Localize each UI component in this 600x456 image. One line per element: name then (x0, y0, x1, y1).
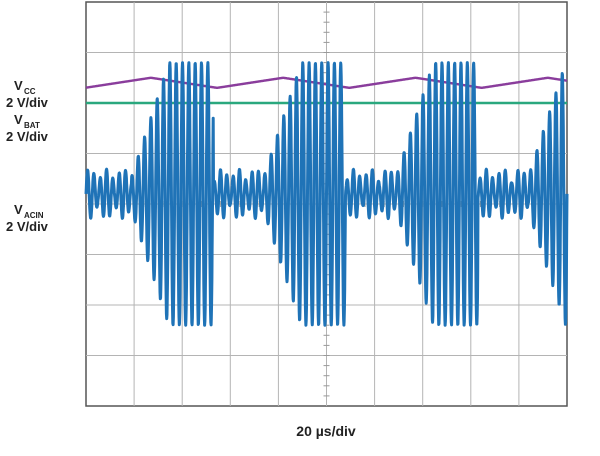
vacin-scale: 2 V/div (6, 219, 49, 234)
vbat-scale: 2 V/div (6, 129, 49, 144)
vbat-label-sub: BAT (24, 121, 40, 130)
vcc-label-sub: CC (24, 87, 36, 96)
trace-acin (84, 61, 569, 327)
vbat-label-main: V (14, 112, 23, 127)
vcc-label: V CC 2 V/div (6, 78, 49, 110)
vacin-label-sub: ACIN (24, 211, 44, 220)
vacin-label: V ACIN 2 V/div (6, 202, 49, 234)
vcc-scale: 2 V/div (6, 95, 49, 110)
traces (84, 61, 569, 327)
x-axis-label: 20 µs/div (296, 423, 356, 439)
vacin-label-main: V (14, 202, 23, 217)
vcc-label-main: V (14, 78, 23, 93)
vbat-label: V BAT 2 V/div (6, 112, 49, 144)
